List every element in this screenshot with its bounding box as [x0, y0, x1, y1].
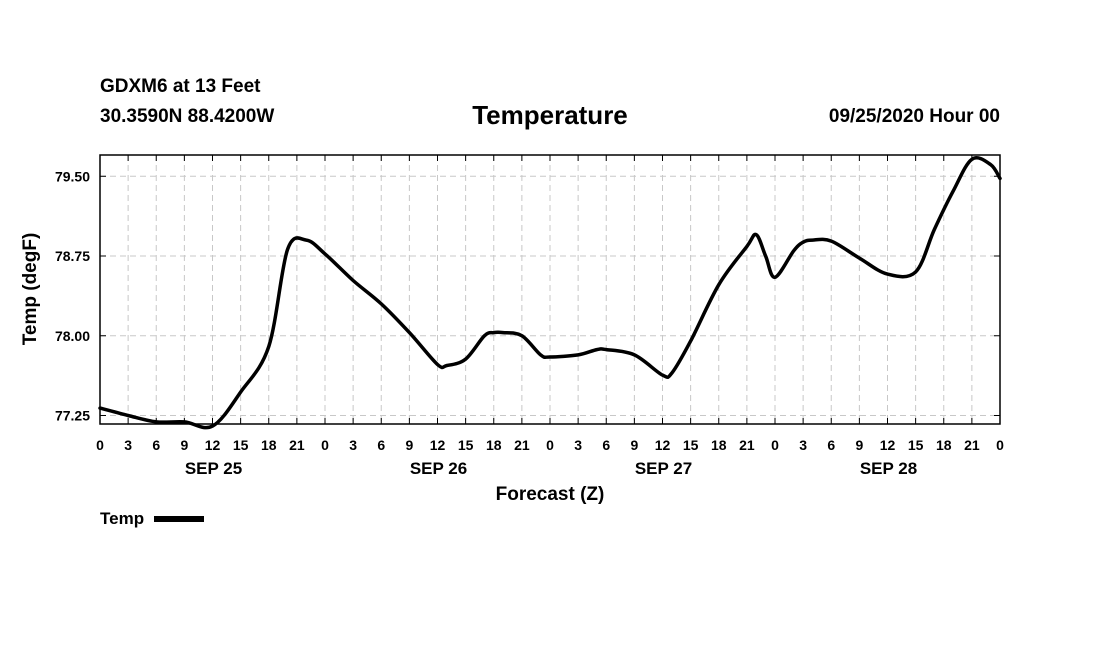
x-tick-label: 9	[855, 437, 863, 453]
x-tick-label: 0	[96, 437, 104, 453]
x-tick-label: 15	[458, 437, 474, 453]
x-tick-label: 0	[546, 437, 554, 453]
day-label: SEP 27	[635, 459, 692, 478]
axis-labels: 0 3 6 9 12 15 18 21 0 3 6 9 12 15 18 21 0 3 6 9 12 15 18 21 0 3 6 9…	[55, 168, 1004, 478]
series-layer	[98, 156, 1002, 430]
x-tick-label: 6	[377, 437, 385, 453]
x-tick-label: 12	[430, 437, 446, 453]
x-tick-label: 12	[205, 437, 221, 453]
legend-label: Temp	[100, 509, 145, 528]
legend-line-swatch	[154, 516, 205, 522]
y-axis-title: Temp (degF)	[20, 233, 41, 346]
x-tick-label: 21	[514, 437, 530, 453]
x-tick-label: 15	[233, 437, 249, 453]
x-tick-label: 3	[799, 437, 807, 453]
x-tick-label: 9	[630, 437, 638, 453]
plot-frame	[99, 154, 1001, 425]
x-tick-label: 21	[289, 437, 305, 453]
day-label: SEP 26	[410, 459, 467, 478]
x-tick-label: 3	[574, 437, 582, 453]
day-label: SEP 25	[185, 459, 242, 478]
x-tick-label: 0	[996, 437, 1004, 453]
x-tick-label: 0	[771, 437, 779, 453]
x-tick-label: 9	[405, 437, 413, 453]
x-axis-title: Forecast (Z)	[496, 484, 605, 505]
x-tick-label: 12	[880, 437, 896, 453]
y-tick-label: 78.00	[55, 328, 90, 344]
x-tick-label: 21	[964, 437, 980, 453]
forecast-datetime: 09/25/2020 Hour 00	[828, 106, 1000, 127]
series-line-temp	[98, 156, 1002, 430]
x-tick-label: 15	[908, 437, 924, 453]
day-label: SEP 28	[860, 459, 917, 478]
x-tick-label: 15	[683, 437, 699, 453]
y-tick-label: 77.25	[55, 407, 90, 423]
x-tick-label: 9	[180, 437, 188, 453]
station-name: GDXM6 at 13 Feet	[100, 76, 261, 97]
x-tick-label: 18	[486, 437, 502, 453]
x-tick-label: 18	[261, 437, 277, 453]
x-tick-label: 18	[936, 437, 952, 453]
y-tick-label: 79.50	[55, 168, 90, 184]
x-tick-label: 6	[602, 437, 610, 453]
x-tick-label: 21	[739, 437, 755, 453]
x-tick-label: 3	[124, 437, 132, 453]
x-tick-label: 6	[152, 437, 160, 453]
x-tick-label: 12	[655, 437, 671, 453]
chart-title: Temperature	[472, 100, 628, 130]
station-coordinates: 30.3590N 88.4200W	[100, 106, 275, 127]
x-tick-label: 6	[827, 437, 835, 453]
y-tick-label: 78.75	[55, 248, 90, 264]
x-tick-label: 18	[711, 437, 727, 453]
x-tick-label: 3	[349, 437, 357, 453]
legend: Temp	[100, 509, 205, 529]
grid	[100, 155, 1000, 424]
x-tick-label: 0	[321, 437, 329, 453]
